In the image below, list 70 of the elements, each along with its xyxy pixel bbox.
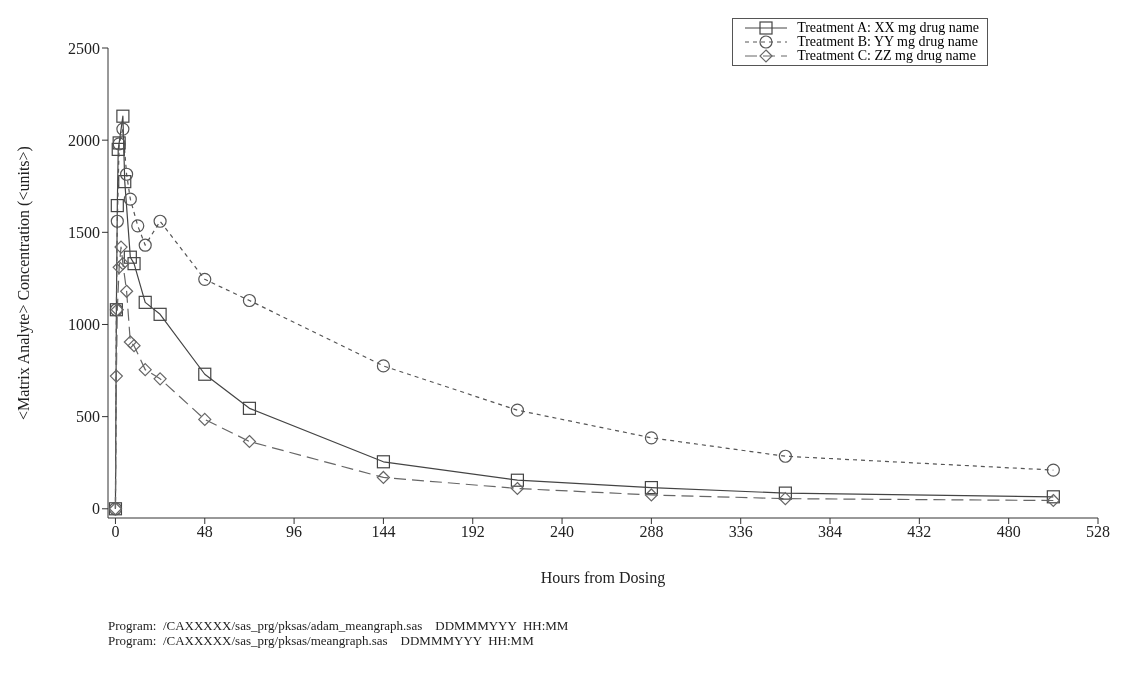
point [644, 480, 658, 495]
point [242, 293, 257, 308]
point [120, 167, 134, 181]
x-axis-title: Hours from Dosing [540, 569, 666, 587]
point [118, 175, 132, 189]
x-tick-label: 96 [286, 523, 303, 541]
x-tick-label: 384 [818, 523, 843, 541]
point [110, 198, 124, 213]
point [138, 295, 152, 309]
point [510, 403, 524, 417]
point [198, 412, 212, 426]
point [116, 257, 130, 271]
point [242, 401, 257, 415]
point [1046, 463, 1060, 477]
point [376, 470, 391, 485]
point [120, 284, 134, 298]
y-tick-label: 500 [76, 408, 100, 426]
point [138, 363, 152, 377]
point [127, 339, 141, 353]
y-tick-label: 0 [92, 500, 100, 518]
point [153, 214, 167, 228]
y-tick-label: 2500 [68, 39, 100, 57]
point [127, 257, 141, 271]
legend-label: Treatment B: YY mg drug name [797, 34, 978, 49]
x-tick-label: 144 [371, 523, 396, 541]
legend-label: Treatment A: XX mg drug name [797, 20, 979, 35]
x-tick-label: 48 [196, 523, 213, 541]
point [110, 214, 124, 228]
point [109, 369, 123, 383]
point [510, 473, 524, 487]
point [644, 488, 658, 502]
point [644, 431, 658, 445]
point [778, 486, 792, 500]
point [242, 434, 257, 449]
point [123, 250, 137, 264]
x-tick-label: 192 [460, 523, 485, 541]
point [138, 238, 152, 252]
y-tick-label: 1000 [68, 316, 100, 334]
point [114, 240, 128, 254]
point [376, 455, 391, 469]
point [1046, 490, 1060, 504]
point [123, 192, 137, 206]
point [153, 307, 167, 321]
point [116, 109, 130, 123]
x-tick-label: 528 [1086, 523, 1110, 541]
point [198, 367, 212, 381]
legend-label: Treatment C: ZZ mg drug name [797, 48, 976, 63]
point [1046, 493, 1060, 508]
x-tick-label: 336 [728, 523, 753, 541]
y-axis-title: <Matrix Analyte> Concentration (<units>) [14, 146, 33, 420]
x-tick-label: 480 [996, 523, 1021, 541]
point [376, 359, 391, 373]
point [778, 492, 792, 506]
point [112, 260, 126, 274]
y-tick-label: 2000 [68, 131, 100, 149]
point [131, 219, 145, 233]
text: Program: /CAXXXXX/sas_prg/pksas/meangraph.sas DDMMMYYY HH:MM [108, 633, 535, 648]
point [510, 481, 524, 496]
point [116, 122, 130, 136]
y-tick-label: 1500 [68, 223, 100, 241]
x-tick-label: 240 [550, 523, 575, 541]
point [123, 335, 137, 349]
text: Program: /CAXXXXX/sas_prg/pksas/adam_meangraph.sas DDMMMYYY HH:MM [108, 618, 570, 633]
point [153, 372, 167, 386]
point [778, 449, 792, 463]
x-tick-label: 432 [907, 523, 932, 541]
point [198, 272, 212, 286]
x-tick-label: 0 [111, 523, 120, 541]
point [111, 142, 125, 156]
x-tick-label: 288 [639, 523, 664, 541]
